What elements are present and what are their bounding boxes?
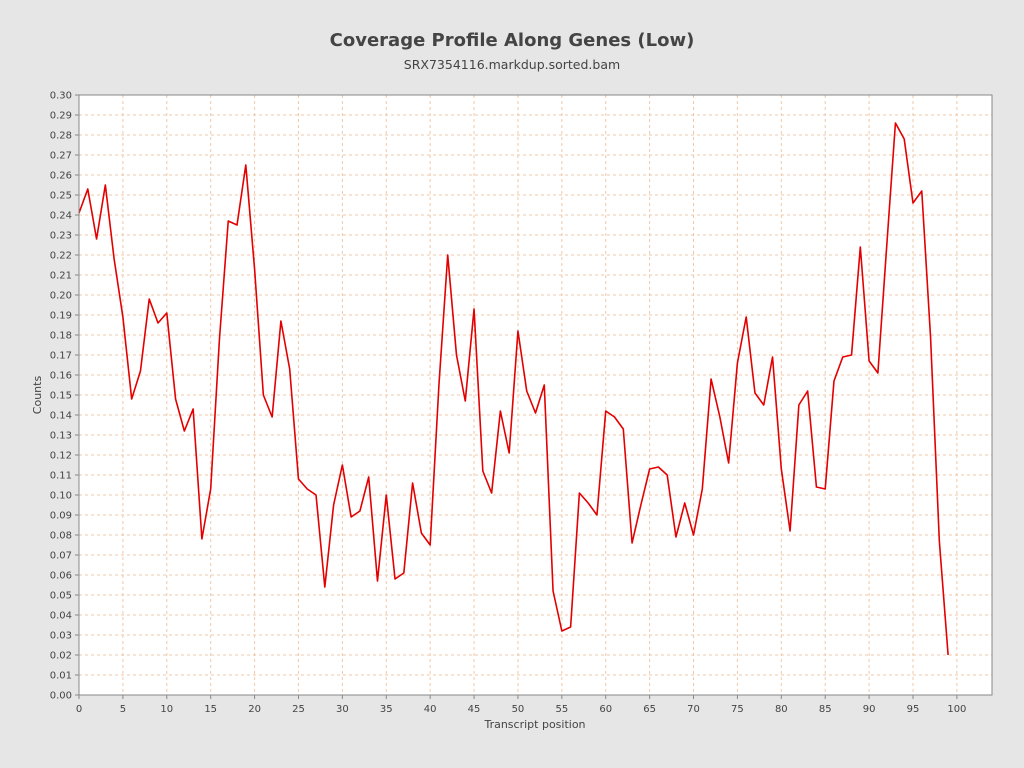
y-tick-label: 0.02 bbox=[50, 651, 72, 662]
axes: 0.00 0.01 0.02 0.03 0.04 0.05 0.06 0.07 0.08 0.09… bbox=[50, 91, 967, 716]
coverage-line bbox=[78, 122, 949, 656]
y-tick-label: 0.14 bbox=[50, 411, 72, 422]
x-tick-label: 5 bbox=[120, 704, 126, 715]
y-tick-label: 0.16 bbox=[50, 371, 72, 382]
y-tick-label: 0.12 bbox=[50, 451, 72, 462]
y-tick-label: 0.27 bbox=[50, 151, 72, 162]
x-tick-label: 0 bbox=[76, 704, 82, 715]
y-tick-label: 0.30 bbox=[50, 91, 72, 102]
grid bbox=[78, 94, 992, 696]
x-tick-label: 90 bbox=[863, 704, 876, 715]
x-tick-label: 25 bbox=[292, 704, 305, 715]
y-axis-title: Counts bbox=[31, 376, 44, 415]
y-tick-label: 0.29 bbox=[50, 111, 72, 122]
x-tick-label: 15 bbox=[204, 704, 217, 715]
x-tick-label: 35 bbox=[380, 704, 393, 715]
y-tick-label: 0.25 bbox=[50, 191, 72, 202]
y-tick-label: 0.06 bbox=[50, 571, 72, 582]
y-tick-label: 0.22 bbox=[50, 251, 72, 262]
x-tick-label: 85 bbox=[819, 704, 832, 715]
x-tick-label: 10 bbox=[160, 704, 173, 715]
x-tick-label: 100 bbox=[947, 704, 966, 715]
chart-title: Coverage Profile Along Genes (Low) bbox=[329, 30, 695, 51]
y-tick-label: 0.26 bbox=[50, 171, 72, 182]
x-tick-label: 75 bbox=[731, 704, 744, 715]
y-tick-label: 0.15 bbox=[50, 391, 72, 402]
y-tick-label: 0.04 bbox=[50, 611, 72, 622]
y-tick-label: 0.00 bbox=[50, 691, 72, 702]
y-tick-label: 0.21 bbox=[50, 271, 72, 282]
y-tick-label: 0.13 bbox=[50, 431, 72, 442]
series-layer bbox=[78, 122, 949, 656]
x-tick-label: 45 bbox=[468, 704, 481, 715]
x-tick-label: 30 bbox=[336, 704, 349, 715]
y-tick-label: 0.01 bbox=[50, 671, 72, 682]
chart-subtitle: SRX7354116.markdup.sorted.bam bbox=[403, 57, 621, 72]
y-tick-label: 0.03 bbox=[50, 631, 72, 642]
x-tick-label: 95 bbox=[907, 704, 920, 715]
x-tick-label: 55 bbox=[555, 704, 568, 715]
y-tick-label: 0.23 bbox=[50, 231, 72, 242]
y-tick-label: 0.20 bbox=[50, 291, 72, 302]
y-tick-label: 0.24 bbox=[50, 211, 72, 222]
x-tick-label: 40 bbox=[424, 704, 437, 715]
y-tick-label: 0.09 bbox=[50, 511, 72, 522]
y-tick-label: 0.17 bbox=[50, 351, 72, 362]
x-tick-label: 20 bbox=[248, 704, 261, 715]
y-tick-label: 0.08 bbox=[50, 531, 72, 542]
y-tick-label: 0.19 bbox=[50, 311, 72, 322]
y-tick-label: 0.05 bbox=[50, 591, 72, 602]
y-tick-label: 0.11 bbox=[50, 471, 72, 482]
y-tick-label: 0.10 bbox=[50, 491, 72, 502]
x-tick-label: 60 bbox=[599, 704, 612, 715]
y-tick-label: 0.18 bbox=[50, 331, 72, 342]
y-tick-label: 0.07 bbox=[50, 551, 72, 562]
x-tick-label: 50 bbox=[512, 704, 525, 715]
x-axis-title: Transcript position bbox=[483, 718, 585, 731]
x-tick-label: 65 bbox=[643, 704, 656, 715]
y-tick-label: 0.28 bbox=[50, 131, 72, 142]
x-tick-label: 80 bbox=[775, 704, 788, 715]
x-tick-label: 70 bbox=[687, 704, 700, 715]
